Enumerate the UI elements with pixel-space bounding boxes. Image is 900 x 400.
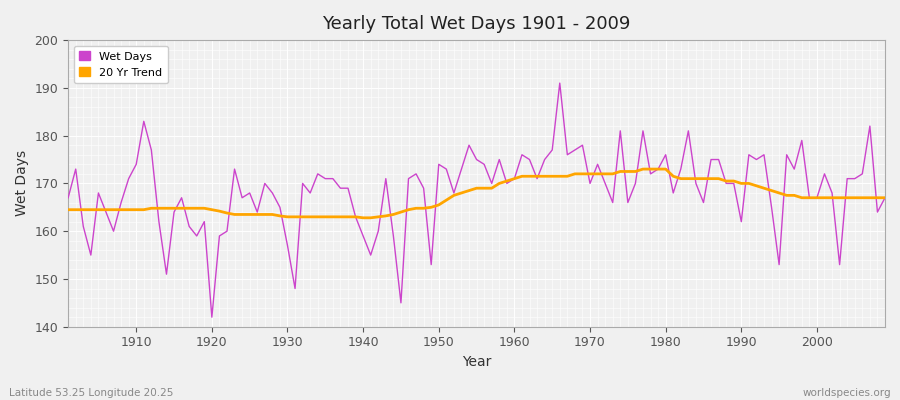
Title: Yearly Total Wet Days 1901 - 2009: Yearly Total Wet Days 1901 - 2009	[322, 15, 631, 33]
X-axis label: Year: Year	[462, 355, 491, 369]
Y-axis label: Wet Days: Wet Days	[15, 150, 29, 216]
Text: worldspecies.org: worldspecies.org	[803, 388, 891, 398]
Text: Latitude 53.25 Longitude 20.25: Latitude 53.25 Longitude 20.25	[9, 388, 174, 398]
Legend: Wet Days, 20 Yr Trend: Wet Days, 20 Yr Trend	[74, 46, 168, 83]
